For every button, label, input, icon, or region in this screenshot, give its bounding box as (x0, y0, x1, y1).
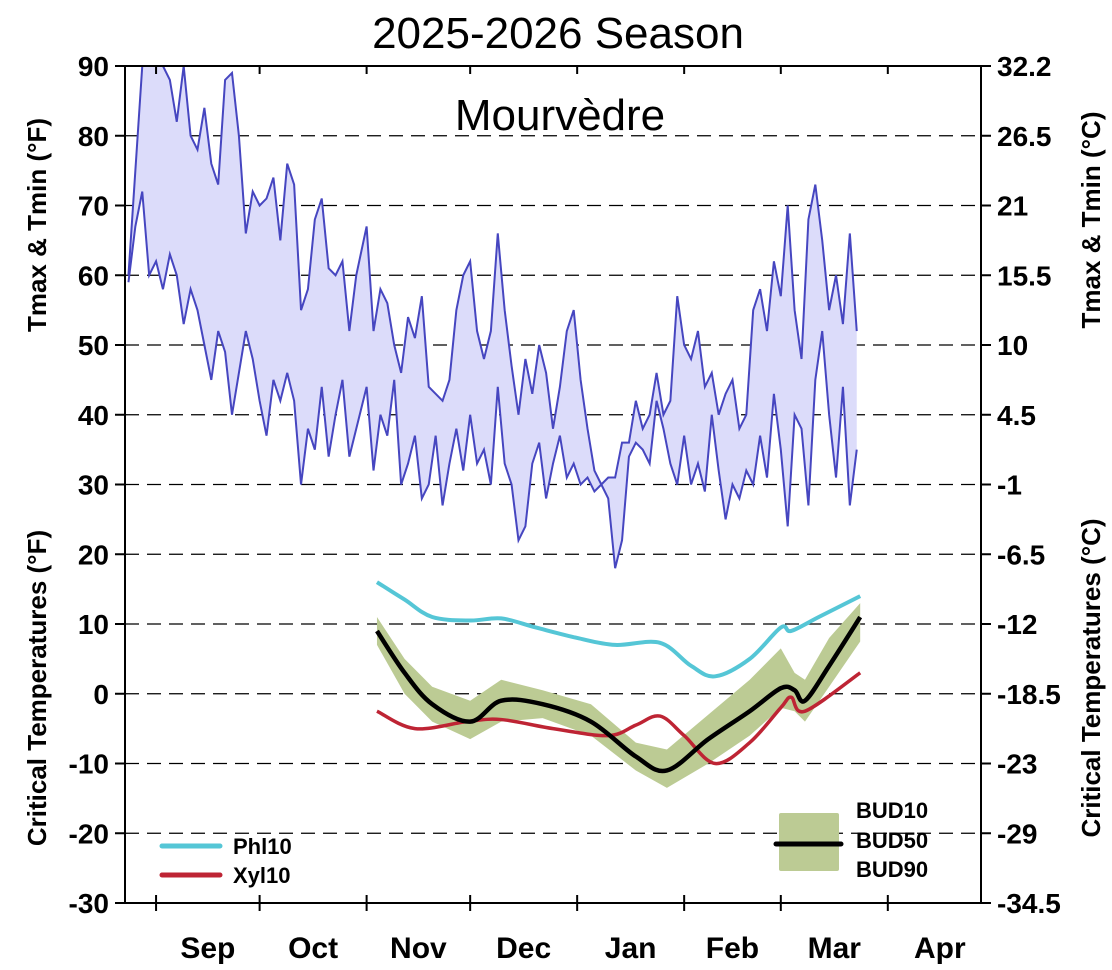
critical-temperature-series (375, 580, 863, 788)
x-tick-label: Jan (605, 932, 657, 965)
y-tick-label-left: 80 (78, 121, 109, 152)
y-tick-label-right: 21 (997, 191, 1028, 222)
y-tick-label-left: 30 (78, 470, 109, 501)
x-tick-label: Nov (390, 932, 447, 965)
y-tick-label-left: -10 (69, 749, 109, 780)
y-tick-label-right: 26.5 (997, 121, 1052, 152)
y-tick-label-left: -20 (69, 818, 109, 849)
chart-subtitle: Mourvèdre (455, 91, 665, 140)
y-tick-label-left: 60 (78, 260, 109, 291)
y-tick-label-right: 4.5 (997, 400, 1036, 431)
bud50-line (375, 615, 863, 774)
axes: 90 80 70 60 50 40 30 20 10 0 -10 -20 -30 32.2 26.5 21 15… (69, 51, 1061, 965)
y-tick-label-left: 0 (93, 679, 109, 710)
y-tick-label-right: -34.5 (997, 888, 1061, 919)
x-tick-label: Sep (180, 932, 235, 965)
y-tick-label-right: 32.2 (997, 51, 1052, 82)
y-tick-label-right: -18.5 (997, 679, 1061, 710)
y-tick-label-right: 15.5 (997, 260, 1052, 291)
y-tick-label-left: 40 (78, 400, 109, 431)
legend-right: BUD10 BUD50 BUD90 (773, 798, 928, 882)
bud10-bud90-band (376, 603, 861, 788)
temperature-series (127, 65, 858, 569)
tmax-line (127, 65, 858, 487)
x-tick-label: Dec (496, 932, 551, 965)
x-tick-label: Apr (914, 932, 966, 965)
x-tick-label: Oct (288, 932, 338, 965)
legend-phl10-label: Phl10 (233, 834, 292, 859)
y-tick-label-left: 90 (78, 51, 109, 82)
legend-xyl10-label: Xyl10 (233, 863, 291, 888)
y-tick-label-left: 70 (78, 191, 109, 222)
y-tick-label-right: 10 (997, 330, 1028, 361)
y-tick-label-right: -29 (997, 818, 1037, 849)
y-tick-label-right: -6.5 (997, 539, 1045, 570)
legend-bud50-label: BUD50 (856, 828, 928, 853)
phl10-line (375, 580, 862, 679)
legend-left: Phl10 Xyl10 (159, 834, 292, 888)
y-tick-label-right: -12 (997, 609, 1037, 640)
y-tick-label-left: 10 (78, 609, 109, 640)
x-tick-label: Feb (706, 932, 759, 965)
y-tick-label-right: -23 (997, 749, 1037, 780)
y-label-bottom-left: Critical Temperatures (°F) (22, 530, 52, 846)
chart-title: 2025-2026 Season (372, 9, 744, 58)
x-tick-label: Mar (808, 932, 862, 965)
y-tick-label-left: 50 (78, 330, 109, 361)
y-label-top-left: Tmax & Tmin (°F) (22, 118, 52, 332)
legend-bud90-label: BUD90 (856, 857, 928, 882)
tmin-line (127, 191, 858, 569)
y-label-top-right: Tmax & Tmin (°C) (1076, 112, 1106, 329)
y-tick-label-left: -30 (69, 888, 109, 919)
y-tick-label-left: 20 (78, 539, 109, 570)
y-tick-label-right: -1 (997, 470, 1022, 501)
y-label-bottom-right: Critical Temperatures (°C) (1076, 518, 1106, 837)
legend-bud10-label: BUD10 (856, 798, 928, 823)
